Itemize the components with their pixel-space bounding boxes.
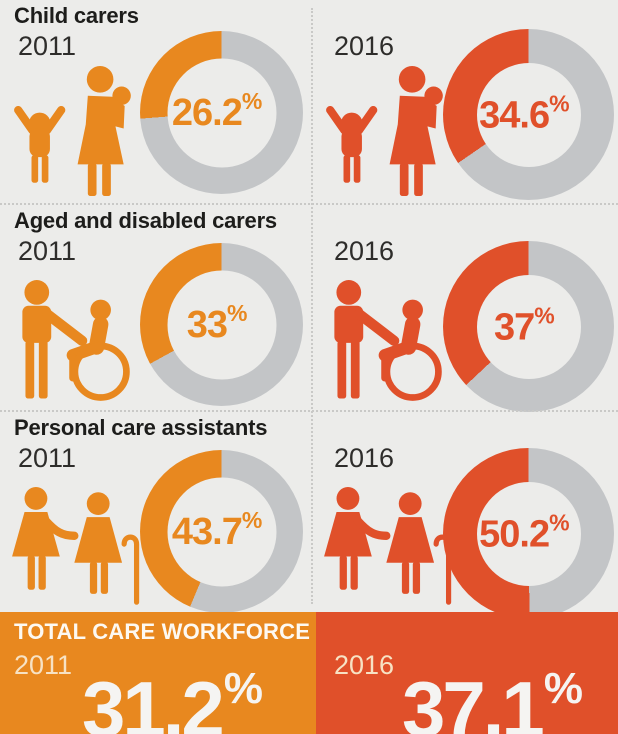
banner-total-value: 31.2% xyxy=(82,664,263,734)
donut-value-label: 26.2% xyxy=(171,88,263,134)
column-divider-dotted xyxy=(311,8,313,604)
cell-aged-disabled-2016: 2016 xyxy=(312,205,618,412)
donut-hole: 34.6% xyxy=(476,62,581,167)
donut-hole: 33% xyxy=(167,270,276,379)
banner-year-label: 2011 xyxy=(14,650,73,680)
year-label: 2016 xyxy=(334,236,395,266)
year-label: 2016 xyxy=(334,443,395,473)
cell-child-carers-2016: 2016 xyxy=(312,0,618,203)
donut-value-label: 33% xyxy=(186,300,248,346)
section-title: Personal care assistants xyxy=(14,415,268,440)
donut-value-label: 37% xyxy=(493,302,555,348)
donut-child-carers-2016: 34.6% xyxy=(443,29,614,200)
child-carers-icon xyxy=(322,65,450,198)
two-women-cane-icon xyxy=(10,486,148,607)
year-label: 2016 xyxy=(334,31,395,61)
year-label: 2011 xyxy=(18,443,77,473)
cell-personal-care-2016: 2016 xyxy=(312,412,618,619)
donut-hole: 37% xyxy=(476,274,581,379)
donut-hole: 26.2% xyxy=(167,58,276,167)
donut-value-label: 50.2% xyxy=(479,509,570,555)
wheelchair-carer-icon xyxy=(10,279,146,405)
cell-aged-disabled-2011: Aged and disabled carers 2011 xyxy=(0,205,312,410)
child-carers-icon xyxy=(10,65,138,198)
donut-value-label: 43.7% xyxy=(171,507,263,553)
donut-personal-care-2011: 43.7% xyxy=(140,450,303,613)
donut-aged-disabled-2016: 37% xyxy=(443,241,614,412)
section-aged-disabled-carers: Aged and disabled carers 2011 xyxy=(0,203,618,412)
banner-year-label: 2016 xyxy=(334,650,395,680)
year-label: 2011 xyxy=(18,236,77,266)
donut-aged-disabled-2011: 33% xyxy=(140,243,303,406)
banner-total-value: 37.1% xyxy=(402,664,583,734)
wheelchair-carer-icon xyxy=(322,279,458,405)
section-child-carers: Child carers 2011 xyxy=(0,0,618,203)
donut-hole: 50.2% xyxy=(476,481,581,586)
year-label: 2011 xyxy=(18,31,77,61)
banner-title: TOTAL CARE WORKFORCE xyxy=(14,619,311,644)
donut-value-label: 34.6% xyxy=(479,90,570,136)
two-women-cane-icon xyxy=(322,486,460,607)
section-personal-care-assistants: Personal care assistants 2011 xyxy=(0,410,618,619)
section-title: Aged and disabled carers xyxy=(14,208,277,233)
banner-2011-panel: TOTAL CARE WORKFORCE 2011 31.2% xyxy=(0,612,316,734)
donut-chart-grid: Child carers 2011 xyxy=(0,0,618,619)
donut-personal-care-2016: 50.2% xyxy=(443,448,614,619)
cell-personal-care-2011: Personal care assistants 2011 xyxy=(0,412,312,613)
total-care-workforce-banner: TOTAL CARE WORKFORCE 2011 31.2% 2016 37.… xyxy=(0,612,618,734)
donut-child-carers-2011: 26.2% xyxy=(140,31,303,194)
cell-child-carers-2011: Child carers 2011 xyxy=(0,0,312,203)
banner-2016-panel: 2016 37.1% xyxy=(316,612,618,734)
donut-hole: 43.7% xyxy=(167,477,276,586)
section-title: Child carers xyxy=(14,3,139,28)
